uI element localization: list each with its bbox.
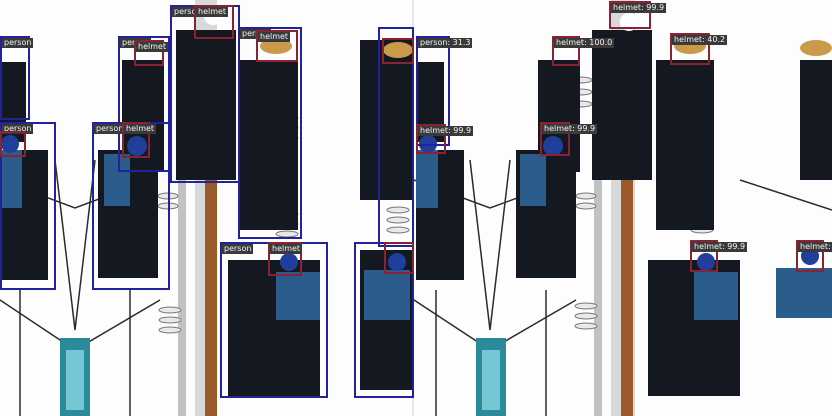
right-panel-scene	[360, 0, 832, 416]
left-panel-scene	[0, 0, 320, 416]
